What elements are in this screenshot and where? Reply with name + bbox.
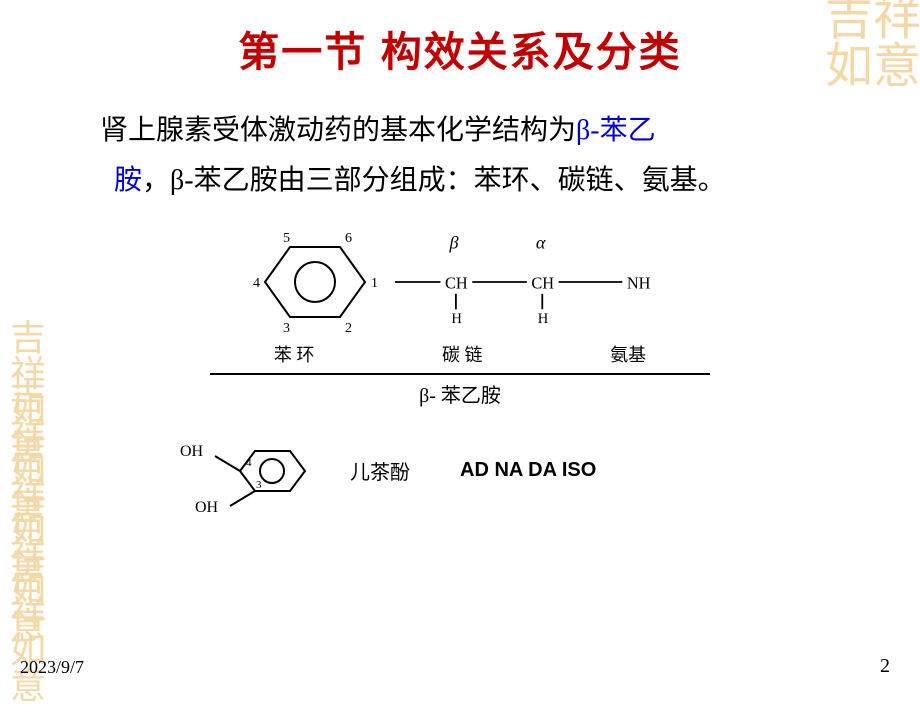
svg-text:α: α xyxy=(536,232,546,252)
watermark-seal: 吉祥如意 xyxy=(10,560,70,704)
svg-text:β: β xyxy=(449,232,460,252)
svg-text:CH: CH xyxy=(531,273,554,292)
highlight-term-cn2: 胺 xyxy=(114,165,142,196)
footer-date: 2023/9/7 xyxy=(20,657,84,678)
body-post: ，β-苯乙胺由三部分组成：苯环、碳链、氨基。 xyxy=(142,165,726,196)
abbreviations: AD NA DA ISO xyxy=(460,459,596,482)
body-paragraph: 肾上腺素受体激动药的基本化学结构为β-苯乙 胺，β-苯乙胺由三部分组成：苯环、碳… xyxy=(0,78,920,207)
svg-text:OH: OH xyxy=(195,499,219,516)
highlight-term-cn1: 苯乙 xyxy=(600,115,656,146)
chain-structure-icon: CH β H CH α H NH xyxy=(395,227,695,337)
svg-text:OH: OH xyxy=(180,443,204,460)
svg-text:5: 5 xyxy=(283,231,290,246)
catechol-label: 儿茶酚 xyxy=(350,456,410,485)
svg-text:CH: CH xyxy=(445,273,468,292)
catechol-icon: OH 4 OH 3 xyxy=(160,426,330,516)
diagram-underline xyxy=(210,373,710,375)
svg-text:4: 4 xyxy=(246,457,252,469)
svg-text:3: 3 xyxy=(283,321,290,336)
svg-text:6: 6 xyxy=(345,231,352,246)
svg-text:1: 1 xyxy=(371,276,378,291)
ring-label: 苯 环 xyxy=(274,341,315,367)
svg-text:4: 4 xyxy=(253,276,260,291)
highlight-term-latin: β- xyxy=(576,115,600,146)
svg-text:H: H xyxy=(538,311,549,327)
structure-diagram: 1 2 3 4 5 6 CH β H CH α H NH 苯 环 碳 链 氨基 … xyxy=(160,227,760,408)
svg-text:3: 3 xyxy=(256,479,262,491)
benzene-ring-icon: 1 2 3 4 5 6 xyxy=(225,227,395,337)
body-pre: 肾上腺素受体激动药的基本化学结构为 xyxy=(100,115,576,146)
diagram-overall-label: β- 苯乙胺 xyxy=(160,379,760,408)
footer-page-number: 2 xyxy=(880,655,890,678)
svg-text:2: 2 xyxy=(345,321,352,336)
slide-title: 第一节 构效关系及分类 xyxy=(0,0,920,78)
svg-text:NH: NH xyxy=(627,273,651,292)
chain-label: 碳 链 xyxy=(442,341,483,367)
amine-label: 氨基 xyxy=(610,341,646,367)
watermark-seal: 吉祥如意 xyxy=(10,500,70,644)
svg-text:H: H xyxy=(451,311,462,327)
